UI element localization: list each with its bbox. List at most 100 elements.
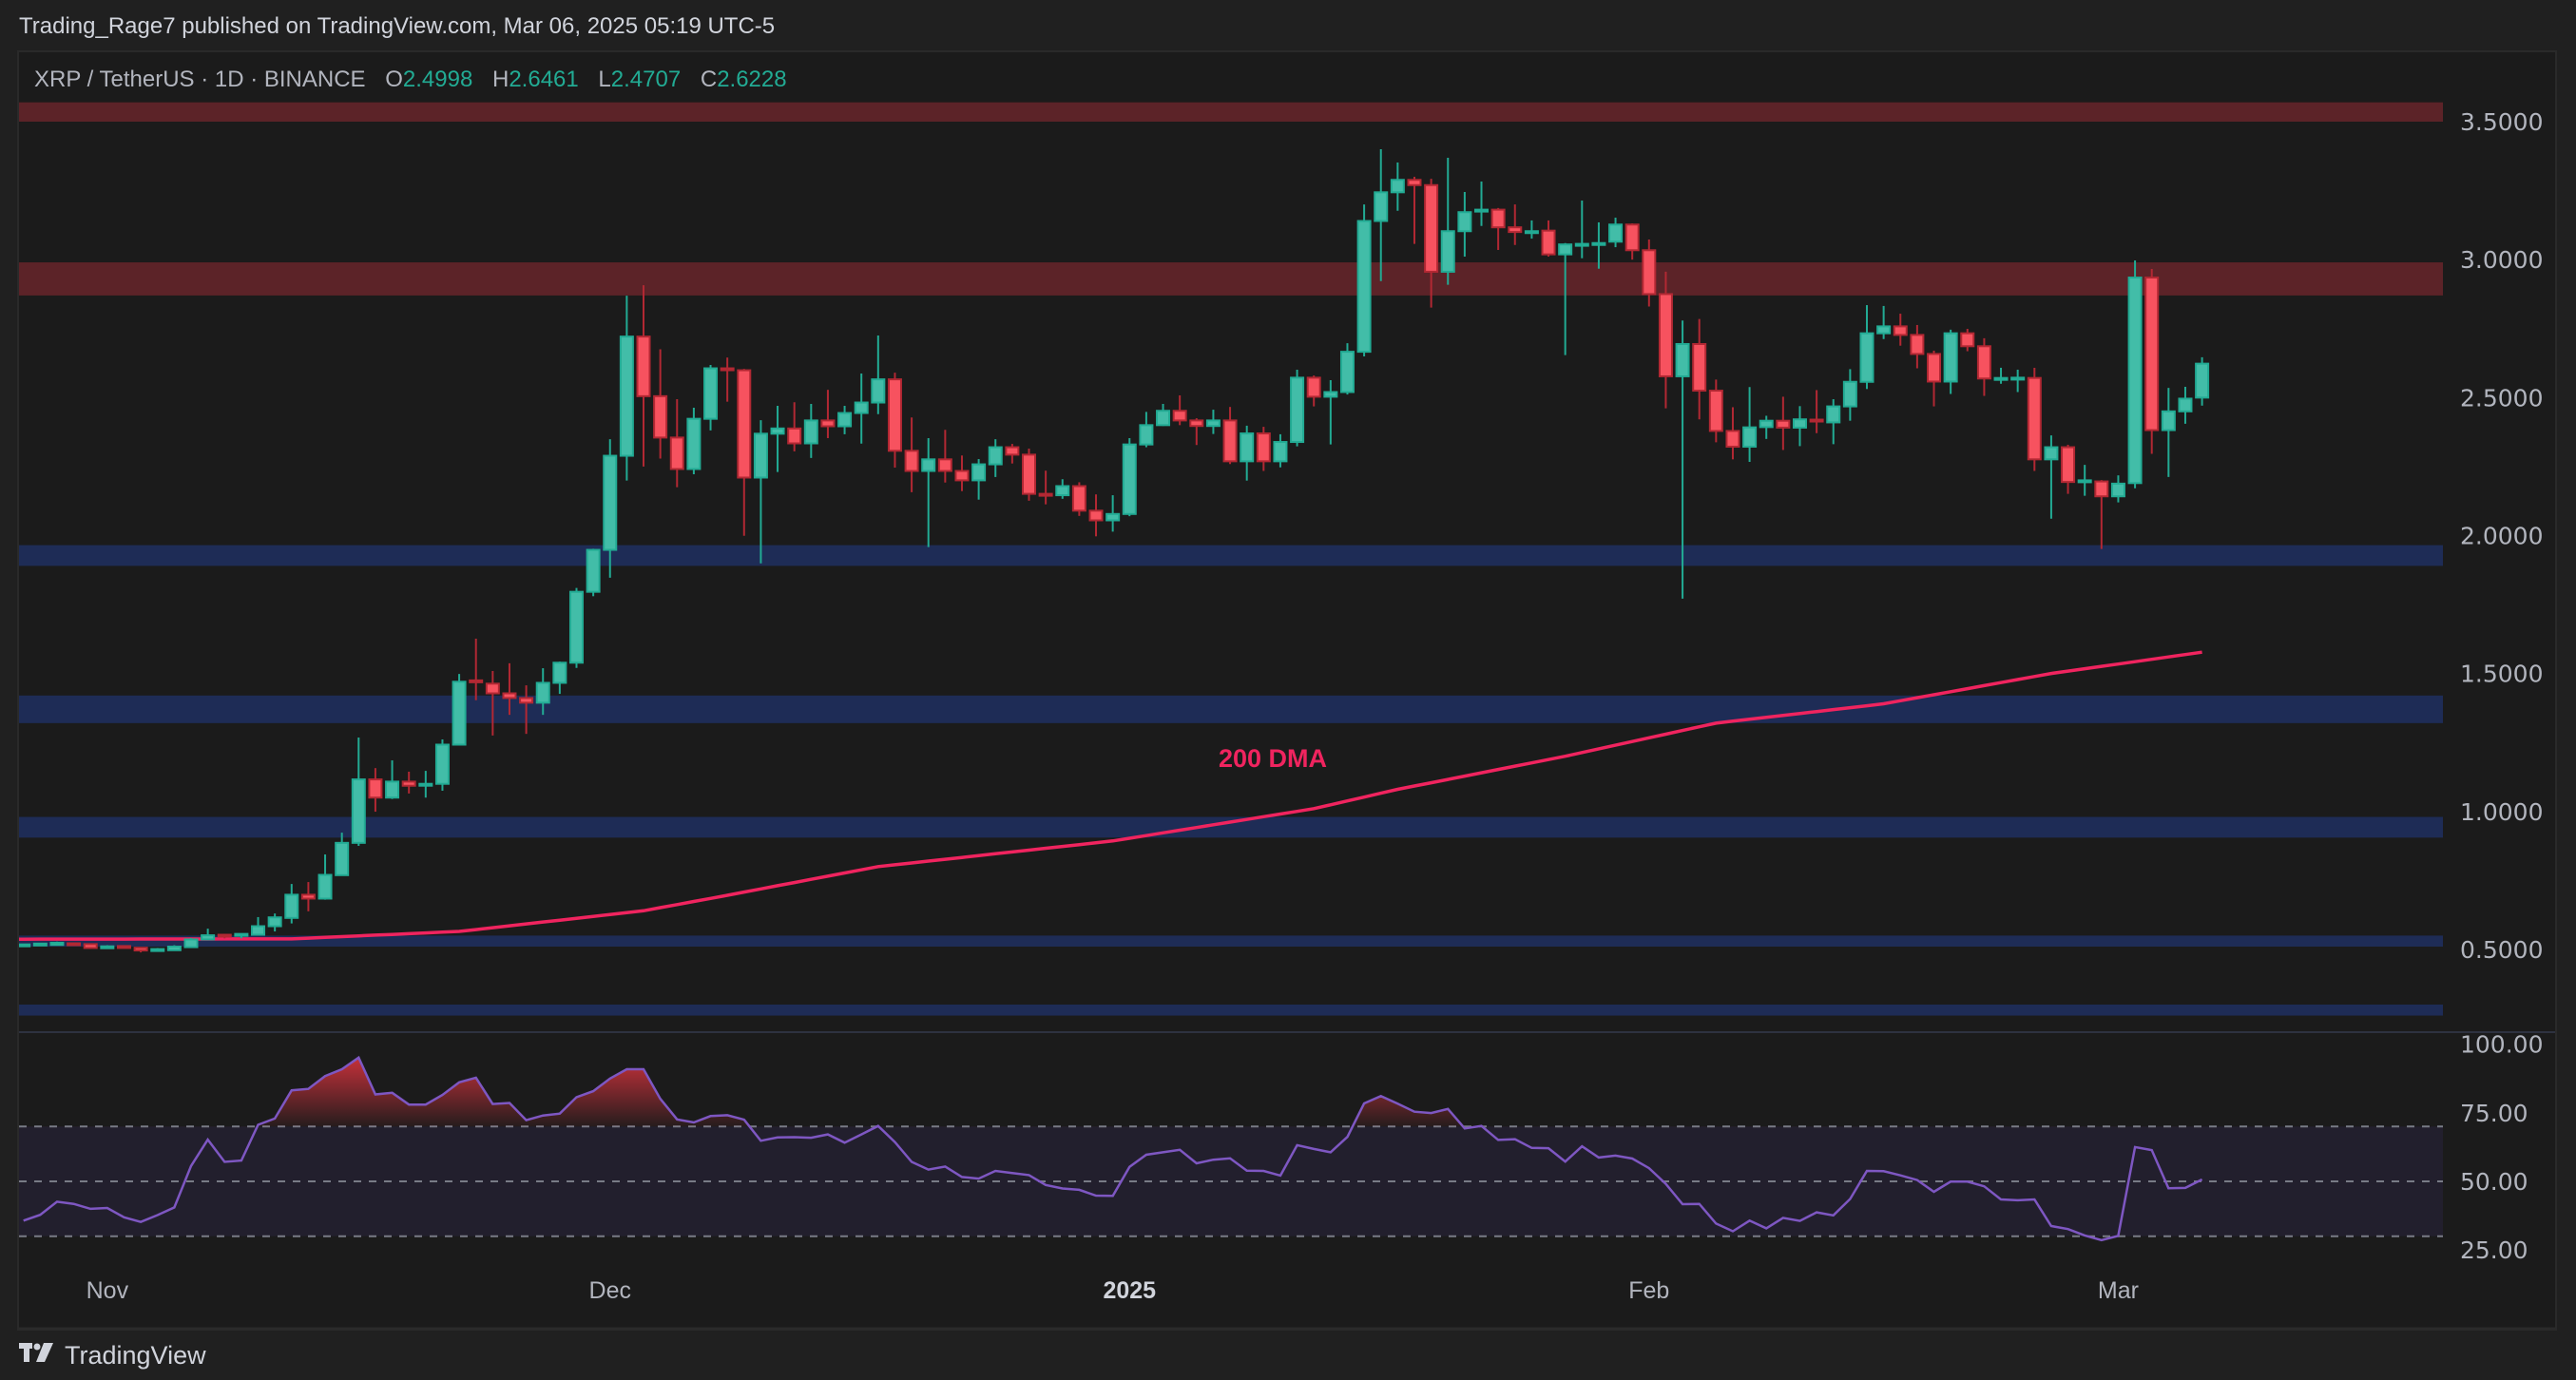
brand-name[interactable]: TradingView bbox=[65, 1340, 206, 1370]
candle-body-down bbox=[1189, 419, 1204, 428]
candle-body-down bbox=[401, 780, 416, 787]
candle bbox=[1893, 314, 1908, 346]
candle-body-up bbox=[1943, 332, 1958, 383]
candle-body-up bbox=[19, 943, 31, 948]
candle-body-down bbox=[1256, 432, 1271, 463]
candle-body-down bbox=[820, 419, 836, 428]
candle bbox=[1038, 470, 1053, 505]
open-value: 2.4998 bbox=[402, 67, 473, 92]
candle bbox=[385, 760, 400, 799]
candle-body-down bbox=[1910, 334, 1925, 355]
time-tick-label: Feb bbox=[1628, 1277, 1669, 1304]
candle bbox=[1222, 407, 1238, 465]
candle-body-up bbox=[1390, 179, 1405, 194]
candle-body-down bbox=[1222, 419, 1238, 463]
price-axis[interactable]: 3.5000 3.0000 2.5000 2.0000 1.5000 1.0000 0.50… bbox=[2460, 108, 2543, 964]
time-tick-label: Nov bbox=[87, 1277, 129, 1304]
candle bbox=[284, 884, 299, 924]
candle-body-down bbox=[485, 682, 500, 695]
candle bbox=[1457, 192, 1472, 257]
candle bbox=[1725, 407, 1740, 460]
candle bbox=[434, 738, 450, 791]
candle-body-down bbox=[954, 470, 970, 482]
candle-body-up bbox=[434, 743, 450, 785]
candle-body-up bbox=[921, 458, 936, 472]
candle bbox=[1927, 350, 1942, 407]
symbol-name[interactable]: XRP / TetherUS · 1D · BINANCE bbox=[34, 67, 366, 92]
candle-body-up bbox=[351, 778, 366, 844]
candle-body-up bbox=[1742, 426, 1758, 448]
close-label: C bbox=[700, 67, 718, 92]
candle bbox=[1490, 207, 1506, 250]
price-tick-label: 3.5000 bbox=[2460, 108, 2543, 136]
candle bbox=[1273, 433, 1288, 468]
candle bbox=[568, 587, 584, 668]
candle bbox=[1792, 406, 1807, 447]
candle-body-up bbox=[166, 945, 182, 951]
candle-body-down bbox=[1508, 226, 1523, 234]
candle bbox=[418, 771, 433, 798]
candle-body-up bbox=[49, 941, 65, 947]
candle bbox=[669, 399, 684, 488]
candle-body-down bbox=[653, 394, 668, 439]
candle-body-down bbox=[737, 369, 752, 479]
rsi-tick-label: 25.00 bbox=[2460, 1236, 2528, 1264]
candle-body-up bbox=[1273, 441, 1288, 463]
candle bbox=[1172, 394, 1187, 426]
candle bbox=[1675, 320, 1690, 599]
candle bbox=[971, 459, 987, 500]
ma-label: 200 DMA bbox=[1219, 744, 1327, 773]
time-axis[interactable]: Nov Dec 2025 Feb Mar bbox=[87, 1277, 2139, 1304]
candle-body-up bbox=[385, 780, 400, 799]
candle-body-down bbox=[2144, 277, 2160, 431]
candle-body-down bbox=[1809, 418, 1824, 423]
rsi-axis[interactable]: 100.00 75.00 50.00 25.00 bbox=[2460, 1031, 2543, 1264]
candle-body-down bbox=[116, 945, 131, 949]
candle bbox=[586, 548, 601, 597]
candle bbox=[49, 941, 65, 947]
candle bbox=[904, 417, 919, 492]
candle bbox=[1574, 201, 1589, 259]
candle bbox=[1407, 177, 1422, 244]
support-zone bbox=[19, 1004, 2443, 1016]
candle bbox=[1943, 329, 1958, 394]
candle bbox=[871, 335, 886, 414]
candle bbox=[1558, 242, 1573, 355]
candle bbox=[1759, 415, 1774, 439]
candle-body-down bbox=[787, 427, 802, 445]
candle bbox=[1205, 410, 1221, 434]
candle bbox=[988, 439, 1003, 477]
rsi-band bbox=[19, 1126, 2443, 1236]
ma-200-line bbox=[19, 650, 2202, 941]
tradingview-logo-icon[interactable] bbox=[19, 1340, 57, 1370]
publish-info: Trading_Rage7 published on TradingView.c… bbox=[19, 13, 776, 39]
candle bbox=[2144, 269, 2160, 454]
candle bbox=[803, 403, 818, 458]
candle-body-down bbox=[1071, 485, 1086, 512]
candle-body-down bbox=[636, 335, 651, 397]
candle bbox=[535, 668, 550, 716]
candle bbox=[1910, 324, 1925, 369]
candle bbox=[335, 833, 350, 876]
candle bbox=[1608, 218, 1624, 248]
candle-body-up bbox=[452, 680, 467, 746]
candle bbox=[619, 296, 634, 481]
time-tick-label: Dec bbox=[589, 1277, 631, 1304]
candle-body-up bbox=[1608, 223, 1624, 243]
candle-body-up bbox=[703, 367, 719, 420]
candle bbox=[1105, 495, 1121, 532]
candle-body-up bbox=[803, 419, 818, 445]
candle bbox=[837, 406, 853, 434]
candle-body-up bbox=[854, 401, 869, 414]
candle bbox=[317, 854, 333, 900]
candle bbox=[1742, 387, 1758, 462]
candle-body-up bbox=[686, 417, 702, 470]
candle bbox=[703, 365, 719, 431]
candle bbox=[1708, 379, 1723, 443]
candle-body-up bbox=[753, 432, 768, 479]
candle-body-up bbox=[1993, 376, 2009, 381]
candle-body-up bbox=[2110, 482, 2125, 498]
candle-body-down bbox=[904, 450, 919, 472]
candle-body-up bbox=[871, 378, 886, 404]
